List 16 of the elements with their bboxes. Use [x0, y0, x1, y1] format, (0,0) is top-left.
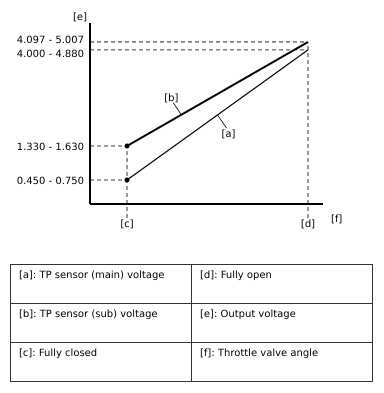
- text: 1.330 - 1.630: [16, 142, 84, 153]
- text: 4.000 - 4.880: [16, 48, 84, 60]
- x-axis-title: [f]: [331, 214, 342, 225]
- text: 4.097 - 5.007: [16, 34, 84, 46]
- y-axis-title: [e]: [73, 12, 88, 23]
- text: [d]: Fully open: [192, 264, 372, 304]
- text: [c]: Fully closed: [10, 342, 192, 382]
- legend-label: [a]: [222, 128, 236, 140]
- text: [f]: Throttle valve angle: [192, 342, 372, 382]
- x-tick-label: [c]: [120, 219, 134, 230]
- text: [a]: TP sensor (main) voltage: [10, 264, 192, 304]
- text: 0.450 - 0.750: [16, 176, 84, 188]
- x-tick-label: [d]: [300, 219, 316, 230]
- series-label: [b]: [164, 92, 178, 104]
- text: [e]: Output voltage: [192, 304, 372, 342]
- text: [b]: TP sensor (sub) voltage: [10, 304, 192, 342]
